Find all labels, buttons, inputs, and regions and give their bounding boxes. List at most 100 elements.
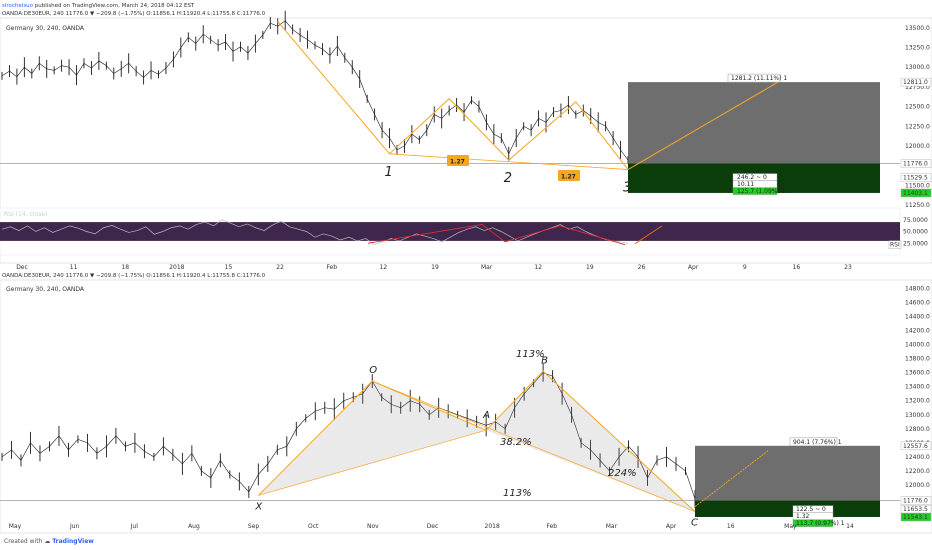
bottom-y-tick: 12800.0 [905, 426, 930, 433]
top-pattern-label: 3 [623, 181, 631, 196]
bottom-y-tick: 13200.0 [905, 398, 930, 405]
rsi-current-tag [888, 240, 902, 249]
bottom-ticker-line: OANDA:DE30EUR, 240 11776.0 ▼ −209.8 (−1.… [2, 273, 266, 279]
bottom-y-tick: 14000.0 [905, 342, 930, 349]
bottom-pattern-label: C [691, 518, 698, 529]
publisher-name[interactable]: slrochelsuo [2, 3, 34, 9]
bottom-risk-label: 113.7 (0.97%) 1 [796, 520, 845, 527]
top-x-tick: 19 [586, 264, 594, 271]
top-profit-box [628, 82, 880, 164]
bottom-risk-badge [792, 519, 834, 527]
top-x-tick: 9 [743, 264, 747, 271]
rsi-y-tick: 25.0000 [903, 240, 928, 247]
bottom-xa-line [258, 429, 487, 496]
top-risk-label: 246.2 ~ 0 [737, 174, 767, 181]
top-pattern-label: 2 [504, 171, 512, 186]
bottom-y-tick: 14800.0 [905, 286, 930, 293]
top-fib-label: 1.27 [561, 174, 576, 181]
bottom-pattern-label: A [482, 410, 490, 421]
top-x-tick: 16 [793, 264, 801, 271]
rsi-divergence-lines [367, 223, 626, 246]
top-price-tag-label: 12811.0 [903, 79, 928, 86]
rsi-current-label: RSI [890, 242, 900, 249]
bottom-abc-fill [486, 371, 695, 512]
top-fib-box [558, 170, 580, 181]
bottom-x-tick: Aug [188, 523, 200, 530]
bottom-x-tick: Sep [248, 523, 260, 530]
top-x-tick: 26 [638, 264, 646, 271]
bottom-price-tag-label: 11653.5 [903, 506, 928, 513]
top-target-badge [727, 73, 781, 83]
bottom-annotation: 38.2% [500, 437, 532, 448]
top-y-tick: 11500.0 [905, 182, 930, 189]
top-y-tick: 11250.0 [905, 202, 930, 209]
top-projection-line [627, 81, 779, 171]
top-x-tick: Apr [688, 264, 699, 271]
bottom-x-tick: Nov [367, 523, 379, 530]
top-fib-label: 1.27 [450, 159, 465, 166]
top-x-tick: 11 [70, 264, 78, 271]
top-x-tick: 23 [844, 264, 852, 271]
top-x-tick: 19 [431, 264, 439, 271]
bottom-y-tick: 13600.0 [905, 370, 930, 377]
top-y-tick: 13500.0 [905, 25, 930, 32]
top-price-tag-label: 11529.5 [903, 175, 928, 182]
bottom-x-tick: May [784, 523, 797, 530]
top-risk-badge [732, 187, 778, 195]
rsi-y-tick: 50.0000 [903, 229, 928, 236]
bottom-x-tick: Jul [130, 523, 139, 530]
top-x-tick: Mar [481, 264, 493, 271]
top-price-tag [900, 188, 932, 198]
top-y-tick: 13250.0 [905, 45, 930, 52]
bottom-x-tick: Jun [69, 523, 80, 530]
bottom-risk-label: 1.32 [796, 513, 810, 520]
bottom-pattern-label: B [541, 355, 548, 366]
top-y-tick: 13000.0 [905, 64, 930, 71]
bottom-xoa-fill [258, 381, 487, 496]
top-pattern-label: 1 [385, 165, 393, 180]
bottom-price-line [1, 372, 696, 500]
bottom-price-tag [900, 441, 932, 451]
footer-brand[interactable]: TradingView [52, 538, 94, 545]
bottom-annotation: 113% [516, 349, 545, 360]
top-x-tick: Dec [16, 264, 28, 271]
top-fib-box [447, 155, 469, 166]
tradingview-logo-icon: ☁ [44, 538, 51, 545]
bottom-pattern-label: O [369, 365, 377, 376]
top-price-tag-label: 11776.0 [903, 161, 928, 168]
bottom-y-tick: 12200.0 [905, 468, 930, 475]
top-y-tick: 12250.0 [905, 123, 930, 130]
top-price-tag [900, 173, 932, 182]
top-x-tick: 18 [121, 264, 129, 271]
top-x-tick: 22 [276, 264, 284, 271]
bottom-x-tick: 16 [727, 523, 735, 530]
bottom-x-tick: Oct [308, 523, 319, 530]
bottom-price-tag-label: 12557.6 [903, 443, 928, 450]
bottom-y-tick: 13800.0 [905, 356, 930, 363]
bottom-price-tag [900, 512, 932, 522]
bottom-price-tag-label: 11543.1 [903, 514, 928, 521]
bottom-annotation: 113% [503, 488, 532, 499]
bottom-y-tick: 14400.0 [905, 314, 930, 321]
top-risk-label: 10.11 [737, 181, 754, 188]
footer: Created with ☁ TradingView [4, 538, 94, 545]
top-fib-line [389, 153, 629, 170]
publisher-line: slrochelsuo published on TradingView.com… [2, 3, 194, 9]
bottom-x-tick: Dec [427, 523, 439, 530]
footer-created: Created with [4, 538, 43, 545]
bottom-y-tick: 14600.0 [905, 300, 930, 307]
bottom-y-tick: 13400.0 [905, 384, 930, 391]
bottom-oc-line [372, 380, 696, 512]
top-risk-label: 125.7 (1.09%) 1 [737, 188, 786, 195]
bottom-title: Germany 30, 240, OANDA [6, 286, 85, 293]
rsi-band [0, 222, 900, 241]
bottom-x-tick: Mar [606, 523, 618, 530]
bottom-y-tick: 12000.0 [905, 482, 930, 489]
top-price-line [1, 20, 629, 161]
bottom-stop-box [695, 500, 880, 517]
bottom-y-tick: 13000.0 [905, 412, 930, 419]
top-pattern-line [277, 21, 629, 170]
bottom-pattern-line [257, 370, 696, 512]
bottom-projection-line [694, 450, 769, 507]
